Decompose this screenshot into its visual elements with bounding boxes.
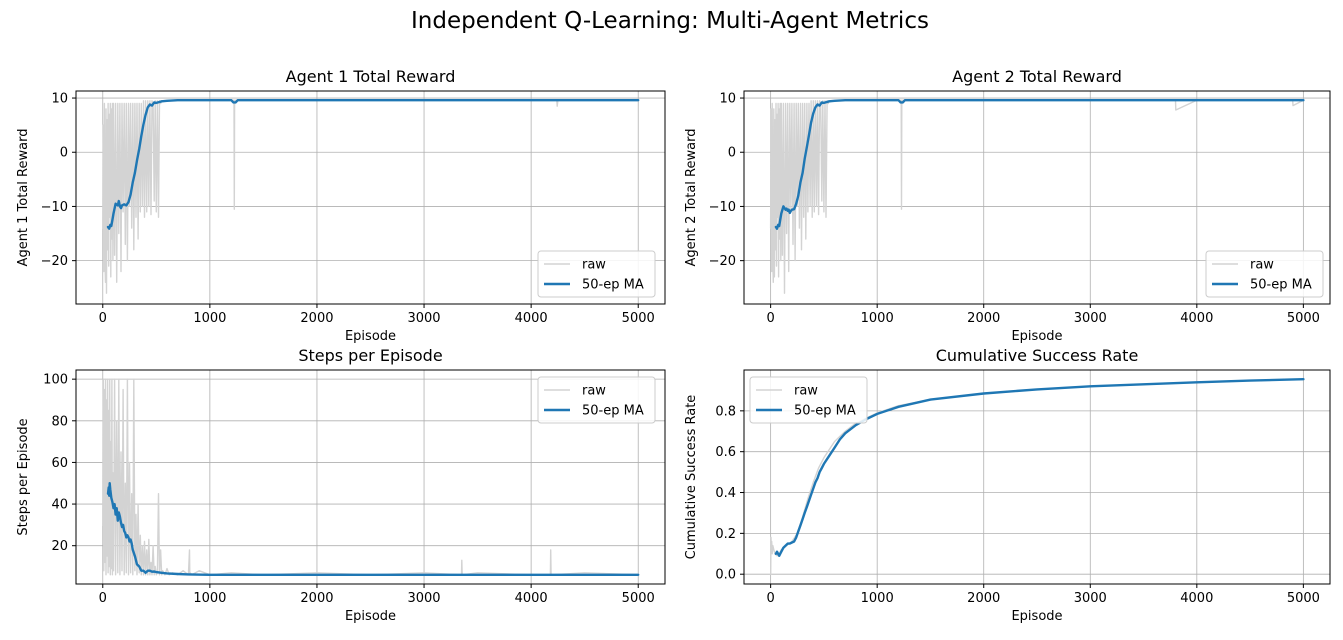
x-tick-label: 2000 <box>300 311 333 326</box>
axes-frame <box>743 369 1331 585</box>
legend-label: raw <box>1250 258 1274 273</box>
series-line-moving-average <box>106 98 640 230</box>
legend-label: raw <box>582 384 606 399</box>
y-tick-label: 80 <box>51 414 68 429</box>
chart-1: 0 1000 2000 3000 4000 5000 −20 −10 0 10 Agent 1 To… <box>16 67 666 344</box>
legend: raw 50-ep MA <box>537 376 656 424</box>
legend: raw 50-ep MA <box>749 376 868 424</box>
x-axis-label: Episode <box>1011 329 1062 344</box>
chart-title: Cumulative Success Rate <box>936 346 1139 365</box>
legend-box <box>1205 250 1324 298</box>
y-tick-label: 0 <box>60 146 68 161</box>
chart-3: 0 1000 2000 3000 4000 5000 20 40 60 80 100 Steps pe… <box>16 346 666 624</box>
chart-4: 0 1000 2000 3000 4000 5000 0.0 0.2 0.4 0.6 0.8 Cumu… <box>684 346 1331 624</box>
y-axis-label: Agent 2 Total Reward <box>684 129 699 267</box>
y-tick-label: 0.6 <box>715 445 736 460</box>
y-tick-label: 0.8 <box>715 404 736 419</box>
legend-label: 50-ep MA <box>582 278 644 293</box>
x-tick-label: 1000 <box>861 591 894 606</box>
x-tick-label: 1000 <box>193 591 226 606</box>
axes-frame <box>75 90 666 305</box>
y-axis-label: Steps per Episode <box>16 418 31 535</box>
x-tick-label: 5000 <box>622 591 655 606</box>
chart-title: Agent 1 Total Reward <box>286 67 456 86</box>
y-tick-label: −20 <box>709 254 736 269</box>
y-tick-label: 100 <box>43 373 68 388</box>
x-tick-label: 5000 <box>1287 591 1320 606</box>
series-line-moving-average <box>774 378 1305 557</box>
legend-label: 50-ep MA <box>582 404 644 419</box>
x-tick-label: 4000 <box>1180 591 1213 606</box>
x-tick-label: 0 <box>99 591 107 606</box>
y-tick-label: 0 <box>728 146 736 161</box>
x-tick-label: 2000 <box>967 591 1000 606</box>
x-tick-label: 1000 <box>861 311 894 326</box>
figure-title: Independent Q-Learning: Multi-Agent Metr… <box>411 8 929 34</box>
y-tick-label: 20 <box>51 539 68 554</box>
x-tick-label: 2000 <box>967 311 1000 326</box>
x-tick-label: 5000 <box>1287 311 1320 326</box>
y-tick-label: 60 <box>51 456 68 471</box>
y-tick-label: −10 <box>709 200 736 215</box>
y-tick-label: 40 <box>51 498 68 513</box>
axes-frame <box>75 369 666 585</box>
x-tick-label: 0 <box>99 311 107 326</box>
y-tick-label: −20 <box>41 254 68 269</box>
legend-label: 50-ep MA <box>794 404 856 419</box>
y-axis-label: Cumulative Success Rate <box>684 395 699 560</box>
x-axis-label: Episode <box>345 609 396 624</box>
chart-title: Steps per Episode <box>298 346 442 365</box>
legend-box <box>537 376 656 424</box>
legend: raw 50-ep MA <box>537 250 656 298</box>
y-tick-label: 10 <box>51 92 68 107</box>
series-line-raw <box>102 99 639 294</box>
legend-box <box>537 250 656 298</box>
y-tick-label: 0.0 <box>715 568 736 583</box>
legend-label: raw <box>582 258 606 273</box>
legend-box <box>749 376 868 424</box>
series-line-raw <box>769 99 1305 294</box>
x-tick-label: 4000 <box>1180 311 1213 326</box>
legend-label: raw <box>794 384 818 399</box>
x-tick-label: 0 <box>766 311 774 326</box>
y-tick-label: 0.2 <box>715 527 736 542</box>
legend: raw 50-ep MA <box>1205 250 1324 298</box>
series-line-raw <box>102 378 639 576</box>
series-line-moving-average <box>106 482 640 576</box>
legend-label: 50-ep MA <box>1250 278 1312 293</box>
x-tick-label: 2000 <box>300 591 333 606</box>
x-tick-label: 0 <box>766 591 774 606</box>
x-tick-label: 3000 <box>407 591 440 606</box>
axes-frame <box>743 90 1331 305</box>
x-axis-label: Episode <box>1011 609 1062 624</box>
x-tick-label: 4000 <box>515 591 548 606</box>
x-tick-label: 3000 <box>1074 311 1107 326</box>
y-axis-label: Agent 1 Total Reward <box>16 129 31 267</box>
x-tick-label: 5000 <box>622 311 655 326</box>
x-tick-label: 4000 <box>515 311 548 326</box>
chart-title: Agent 2 Total Reward <box>952 67 1122 86</box>
x-tick-label: 3000 <box>407 311 440 326</box>
x-axis-label: Episode <box>345 329 396 344</box>
y-tick-label: 10 <box>719 92 736 107</box>
y-tick-label: −10 <box>41 200 68 215</box>
y-tick-label: 0.4 <box>715 486 736 501</box>
chart-2: 0 1000 2000 3000 4000 5000 −20 −10 0 10 Agent 2 To… <box>684 67 1331 344</box>
x-tick-label: 1000 <box>193 311 226 326</box>
series-line-moving-average <box>774 98 1305 230</box>
x-tick-label: 3000 <box>1074 591 1107 606</box>
